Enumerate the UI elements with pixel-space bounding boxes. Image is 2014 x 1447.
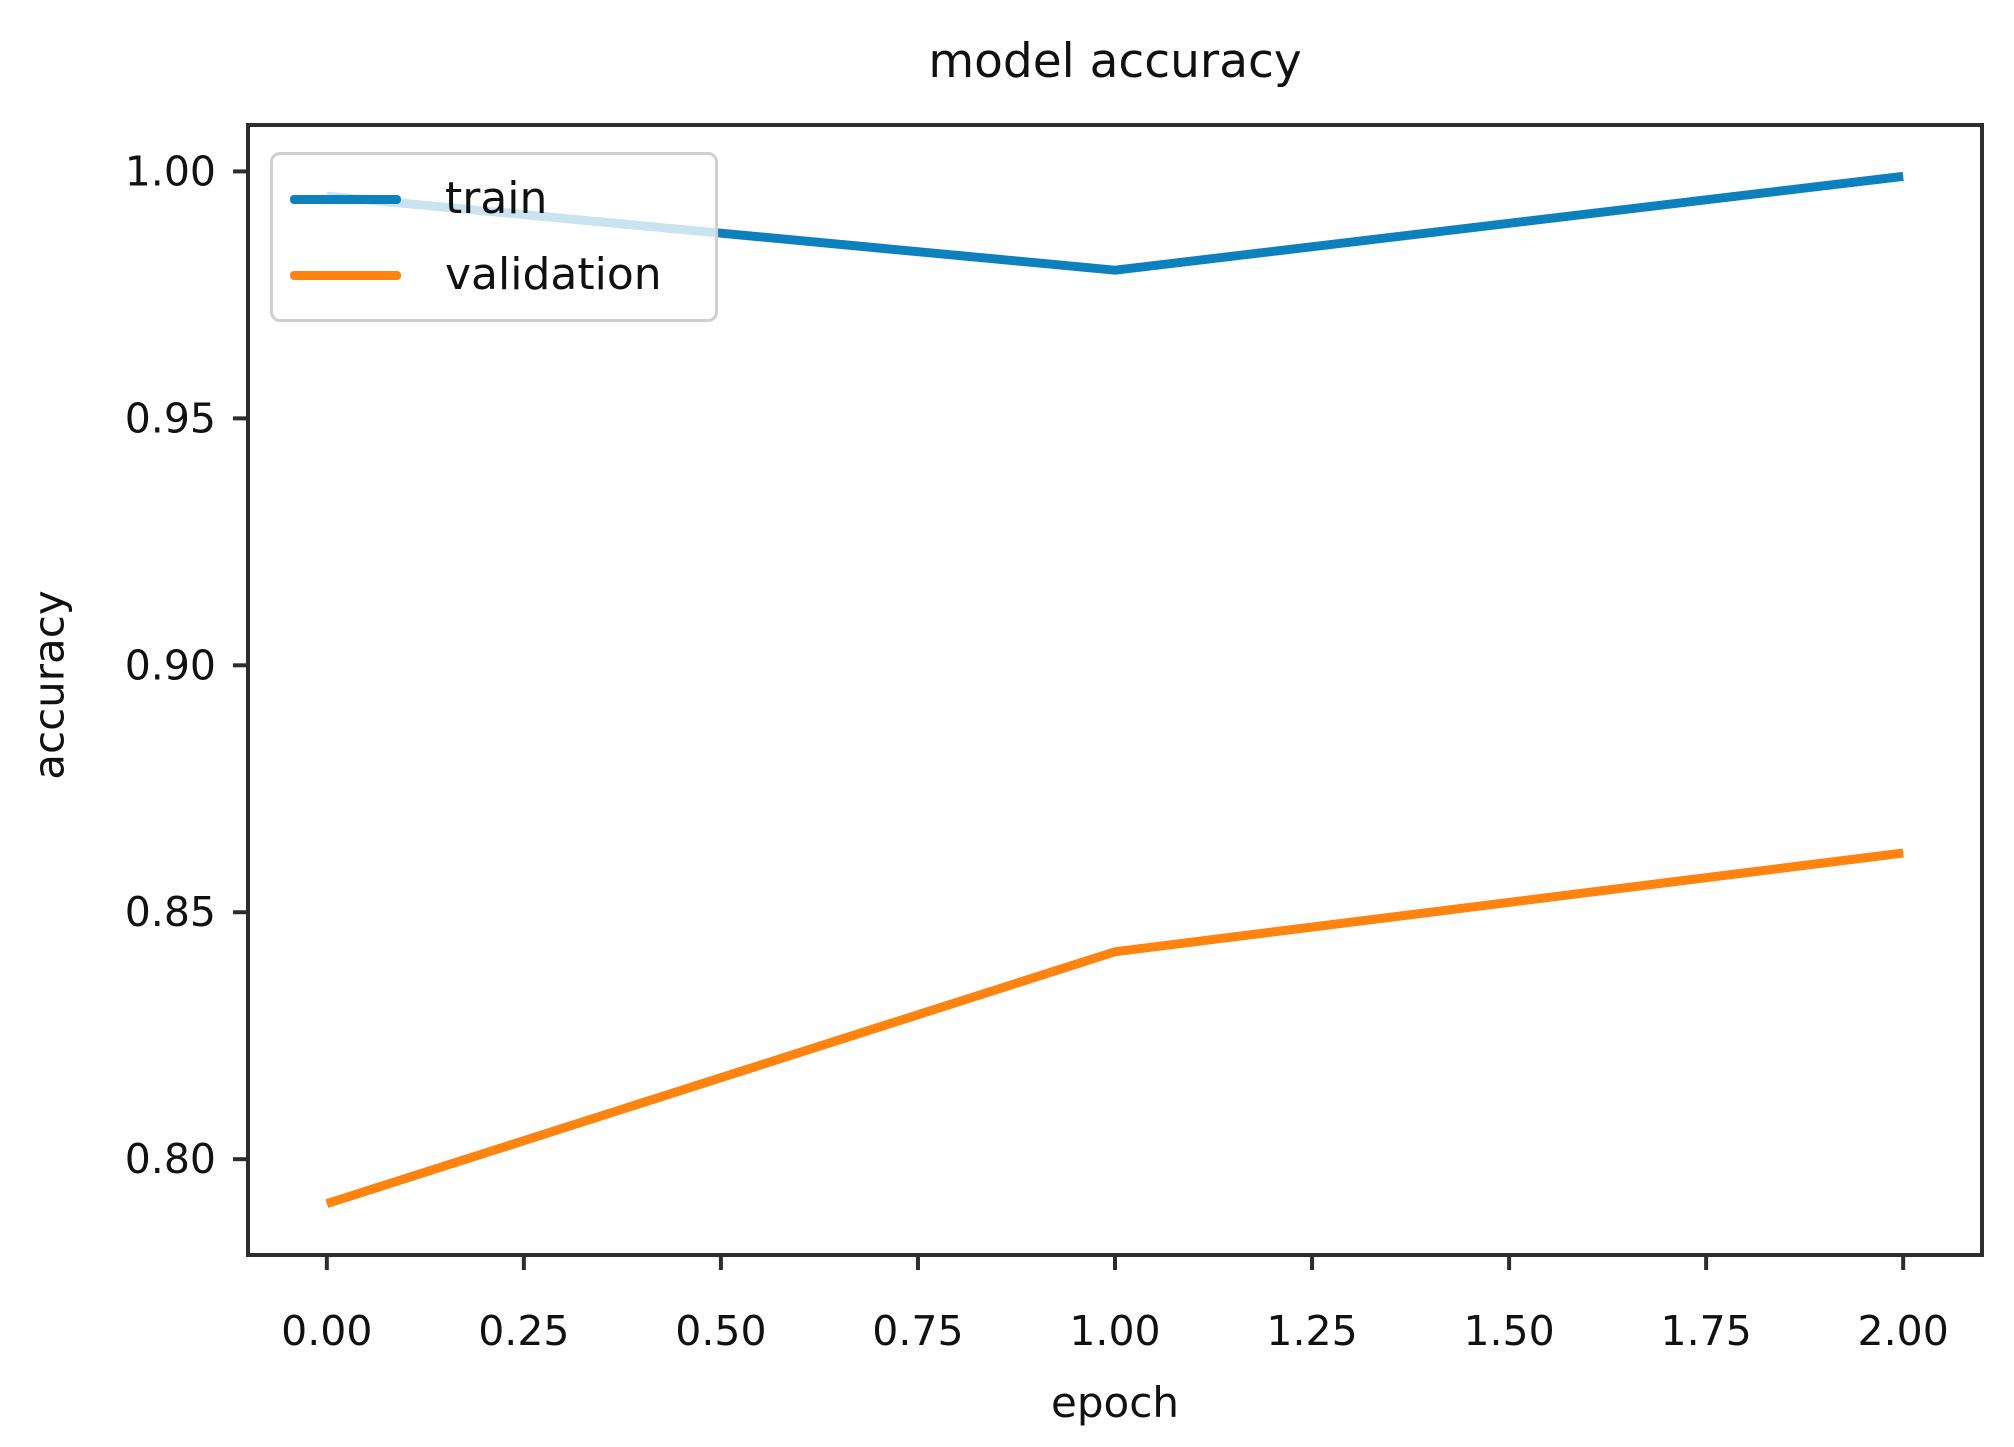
legend-label-train: train	[445, 173, 548, 224]
legend-swatch-train	[290, 194, 401, 204]
y-tick-label: 0.95	[125, 394, 216, 442]
y-axis-label: accuracy	[24, 590, 74, 780]
series-line-validation	[325, 848, 1904, 1208]
legend-item-validation: validation	[290, 253, 715, 297]
x-tick-label: 0.75	[872, 1307, 963, 1355]
y-tick-label: 1.00	[125, 147, 216, 195]
x-tick-label: 2.00	[1858, 1307, 1949, 1355]
legend-label-validation: validation	[445, 249, 662, 300]
x-tick-label: 1.00	[1069, 1307, 1160, 1355]
x-tick-label: 1.75	[1660, 1307, 1751, 1355]
y-tick-label: 0.85	[125, 888, 216, 936]
x-tick-label: 0.50	[675, 1307, 766, 1355]
chart-title: model accuracy	[928, 34, 1302, 89]
legend-item-train: train	[290, 177, 715, 221]
legend: train validation	[270, 152, 718, 322]
x-tick-label: 0.25	[478, 1307, 569, 1355]
x-tick-label: 0.00	[281, 1307, 372, 1355]
y-tick-label: 0.90	[125, 641, 216, 689]
x-axis-label: epoch	[1051, 1378, 1179, 1427]
x-tick-label: 1.25	[1266, 1307, 1357, 1355]
legend-swatch-validation	[290, 270, 401, 280]
y-tick-label: 0.80	[125, 1135, 216, 1183]
x-tick-label: 1.50	[1463, 1307, 1554, 1355]
